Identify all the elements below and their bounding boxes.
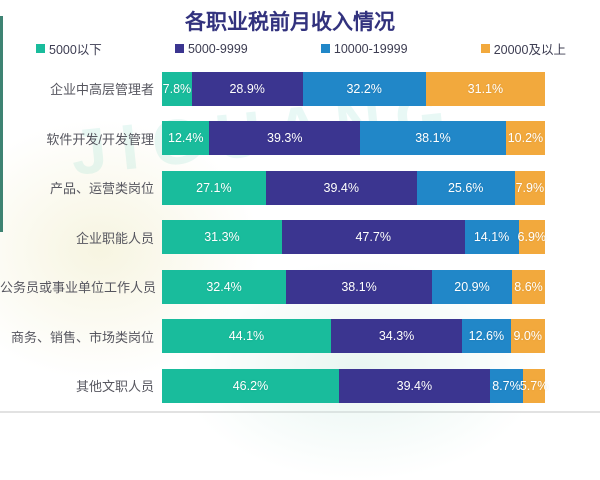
bar-segment: 38.1%	[360, 121, 506, 156]
bar-segment: 20.9%	[432, 269, 513, 304]
chart-legend: 5000以下 5000-9999 10000-19999 20000及以上	[36, 39, 566, 58]
segment-value-label: 12.6%	[468, 329, 505, 344]
category-label: 产品、运营类岗位	[49, 181, 154, 197]
bar-segment: 47.7%	[281, 220, 465, 255]
segment-value-label: 25.6%	[447, 180, 484, 195]
bar-segment: 8.6%	[512, 269, 545, 304]
segment-value-label: 39.3%	[267, 131, 303, 146]
income-chart-page: JIGUANG 各职业税前月收入情况 5000以下5000-999910000-…	[0, 11, 600, 480]
segment-value-label: 32.2%	[346, 81, 382, 96]
bar-segment: 14.1%	[464, 220, 519, 255]
bar-segment: 28.9%	[191, 71, 303, 106]
legend-swatch-icon	[480, 44, 490, 53]
segment-value-label: 27.1%	[196, 180, 232, 195]
stacked-bar: 44.1% 34.3% 12.6% 9.0%	[162, 319, 545, 354]
bar-segment: 25.6%	[416, 170, 515, 205]
segment-value-label: 38.1%	[341, 279, 377, 294]
bar-segment: 6.9%	[517, 220, 547, 255]
bar-segment: 32.2%	[302, 71, 426, 106]
bar-segment: 7.8%	[162, 71, 192, 106]
bar-segment: 46.2%	[162, 368, 339, 403]
category-label: 商务、销售、市场类岗位	[10, 329, 154, 345]
segment-value-label: 6.9%	[517, 230, 547, 245]
chart-title: 各职业税前月收入情况	[185, 11, 395, 34]
category-label: 其他文职人员	[75, 379, 154, 395]
segment-value-label: 47.7%	[355, 230, 391, 245]
stacked-bar: 31.3% 47.7% 14.1% 6.9%	[162, 220, 547, 255]
stacked-bar: 27.1% 39.4% 25.6% 7.9%	[162, 170, 545, 205]
stacked-bar: 12.4% 39.3% 38.1% 10.2%	[162, 121, 545, 156]
legend-item-0: 5000以下	[36, 39, 102, 58]
bar-segment: 32.4%	[162, 269, 287, 304]
legend-swatch-icon	[174, 44, 184, 53]
segment-value-label: 38.1%	[415, 131, 451, 146]
stacked-bar: 46.2% 39.4% 8.7% 5.7%	[162, 368, 548, 403]
segment-value-label: 31.3%	[204, 230, 240, 245]
chart-row: 商务、销售、市场类岗位 44.1% 34.3% 12.6% 9.0%	[0, 312, 600, 362]
segment-value-label: 9.0%	[513, 329, 542, 344]
segment-value-label: 20.9%	[454, 279, 490, 294]
category-label: 企业职能人员	[75, 230, 154, 246]
segment-value-label: 7.9%	[515, 180, 545, 195]
bar-segment: 10.2%	[505, 121, 545, 156]
bar-segment: 31.3%	[162, 220, 282, 255]
segment-value-label: 28.9%	[229, 81, 265, 96]
segment-value-label: 46.2%	[232, 378, 269, 393]
bar-segment: 39.3%	[209, 121, 360, 156]
segment-value-label: 39.4%	[323, 180, 359, 195]
category-label: 软件开发/开发管理	[46, 131, 154, 147]
legend-label: 10000-19999	[333, 41, 408, 56]
legend-swatch-icon	[36, 44, 45, 53]
segment-value-label: 31.1%	[467, 81, 504, 96]
left-edge-decoration	[0, 16, 3, 232]
category-label: 企业中高层管理者	[49, 82, 154, 98]
segment-value-label: 14.1%	[473, 230, 510, 245]
bar-segment: 12.6%	[462, 319, 511, 354]
category-label: 公务员或事业单位工作人员	[0, 280, 157, 296]
bar-segment: 38.1%	[286, 269, 432, 304]
stacked-bar-rows: 企业中高层管理者 7.8% 28.9% 32.2% 31.1% 软件开发/开发管理 12.4…	[0, 64, 600, 411]
chart-row: 企业中高层管理者 7.8% 28.9% 32.2% 31.1%	[0, 64, 600, 114]
segment-value-label: 8.6%	[514, 279, 543, 294]
bar-segment: 5.7%	[520, 368, 548, 403]
legend-swatch-icon	[320, 44, 330, 53]
legend-label: 5000-9999	[187, 41, 248, 56]
legend-label: 20000及以上	[493, 43, 566, 57]
segment-value-label: 7.8%	[162, 81, 192, 96]
bar-segment: 9.0%	[510, 319, 545, 354]
segment-value-label: 12.4%	[168, 131, 204, 146]
stacked-bar: 32.4% 38.1% 20.9% 8.6%	[162, 269, 545, 304]
legend-item-2: 10000-19999	[320, 41, 408, 56]
segment-value-label: 39.4%	[396, 378, 433, 393]
segment-value-label: 34.3%	[378, 329, 415, 344]
segment-value-label: 10.2%	[507, 131, 544, 146]
legend-item-3: 20000及以上	[480, 39, 566, 58]
stacked-bar: 7.8% 28.9% 32.2% 31.1%	[162, 71, 545, 106]
segment-value-label: 8.7%	[492, 378, 521, 393]
chart-row: 产品、运营类岗位 27.1% 39.4% 25.6% 7.9%	[0, 163, 600, 213]
bar-segment: 39.4%	[265, 170, 417, 205]
bar-segment: 8.7%	[489, 368, 524, 403]
bar-segment: 12.4%	[162, 121, 210, 156]
legend-label: 5000以下	[49, 43, 102, 57]
chart-row: 其他文职人员 46.2% 39.4% 8.7% 5.7%	[0, 361, 600, 411]
bar-segment: 44.1%	[162, 319, 331, 354]
bar-segment: 31.1%	[425, 71, 545, 106]
bar-segment: 27.1%	[162, 170, 266, 205]
bar-segment: 34.3%	[330, 319, 463, 354]
chart-row: 公务员或事业单位工作人员 32.4% 38.1% 20.9% 8.6%	[0, 262, 600, 312]
chart-row: 企业职能人员 31.3% 47.7% 14.1% 6.9%	[0, 213, 600, 263]
bar-segment: 39.4%	[338, 368, 490, 403]
segment-value-label: 32.4%	[206, 279, 242, 294]
segment-value-label: 5.7%	[519, 378, 549, 393]
chart-row: 软件开发/开发管理 12.4% 39.3% 38.1% 10.2%	[0, 114, 600, 164]
legend-item-1: 5000-9999	[174, 41, 248, 56]
segment-value-label: 44.1%	[228, 329, 265, 344]
bar-segment: 7.9%	[514, 170, 545, 205]
